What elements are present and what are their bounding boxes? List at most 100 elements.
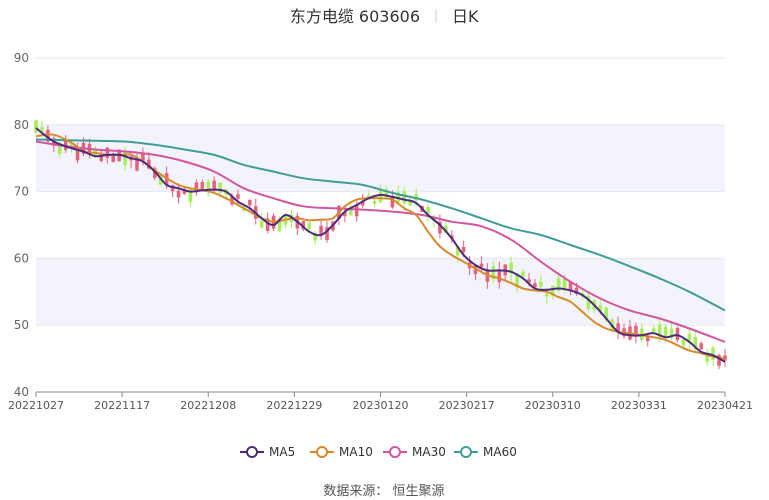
x-tick-label: 20230120 bbox=[353, 399, 409, 412]
candle-body bbox=[574, 287, 579, 295]
candle-body bbox=[426, 206, 430, 215]
candle-body bbox=[711, 347, 715, 360]
candle-body bbox=[141, 152, 145, 162]
candle-body bbox=[147, 159, 151, 169]
y-tick-label: 70 bbox=[14, 185, 29, 199]
candle-body bbox=[461, 246, 466, 253]
candle-body bbox=[259, 220, 264, 228]
candle-body bbox=[46, 129, 50, 142]
candle-body bbox=[479, 263, 484, 267]
legend-label: MA60 bbox=[483, 445, 517, 459]
candle-body bbox=[75, 149, 80, 161]
line-ma5 bbox=[35, 127, 726, 363]
candle-body bbox=[194, 182, 199, 193]
plot-band bbox=[36, 258, 725, 326]
legend-label: MA5 bbox=[269, 445, 295, 459]
candle-body bbox=[717, 355, 721, 366]
candle-body bbox=[230, 196, 234, 205]
candle-body bbox=[550, 286, 555, 297]
x-tick-label: 20221117 bbox=[94, 399, 150, 412]
gridlines bbox=[36, 57, 725, 393]
legend-item-ma60[interactable]: MA60 bbox=[454, 445, 517, 459]
candle-body bbox=[123, 152, 127, 166]
legend-label: MA30 bbox=[412, 445, 446, 459]
candle-body bbox=[539, 281, 543, 287]
x-tick-label: 20230331 bbox=[611, 399, 667, 412]
y-tick-label: 50 bbox=[14, 318, 29, 332]
y-tick-label: 90 bbox=[14, 51, 29, 65]
candle-body bbox=[307, 222, 311, 230]
x-tick-label: 20221229 bbox=[266, 399, 322, 412]
candle-body bbox=[699, 343, 704, 350]
candle-body bbox=[598, 305, 603, 312]
candle-body bbox=[153, 168, 157, 178]
legend-swatch-marker bbox=[246, 446, 258, 458]
candle-body bbox=[604, 307, 608, 321]
line-ma60 bbox=[35, 138, 726, 312]
candle-body bbox=[313, 233, 317, 241]
candle-body bbox=[485, 270, 490, 282]
candle-body bbox=[390, 195, 395, 208]
candle-body bbox=[182, 189, 187, 195]
ma-lines bbox=[35, 127, 726, 363]
x-tick-label: 20230217 bbox=[439, 399, 495, 412]
candle-body bbox=[693, 337, 698, 349]
x-tick-label: 20221208 bbox=[180, 399, 236, 412]
line-ma10 bbox=[35, 133, 726, 360]
candle-body bbox=[248, 200, 252, 206]
candle-body bbox=[170, 185, 175, 192]
candle-body bbox=[669, 328, 674, 339]
candle-body bbox=[444, 225, 448, 233]
legend-item-ma10[interactable]: MA10 bbox=[310, 445, 373, 459]
candle-body bbox=[663, 327, 668, 337]
legend: MA5 MA10 MA30 MA60 bbox=[240, 445, 517, 459]
candle-body bbox=[34, 120, 38, 133]
candle-body bbox=[473, 265, 478, 275]
legend-swatch-marker bbox=[460, 446, 472, 458]
candle-body bbox=[218, 182, 222, 193]
candle-body bbox=[527, 279, 531, 283]
legend-swatch-marker bbox=[389, 446, 401, 458]
candle-body bbox=[616, 323, 620, 332]
candle-body bbox=[200, 182, 205, 189]
candle-body bbox=[521, 271, 525, 277]
candle-body bbox=[491, 266, 496, 280]
candle-body bbox=[176, 190, 181, 198]
legend-label: MA10 bbox=[339, 445, 373, 459]
candle-body bbox=[99, 152, 104, 162]
chart-subtitle: 日K bbox=[452, 7, 479, 26]
candle-body bbox=[545, 293, 549, 297]
axes: 40 50 60 70 80 90 20221027 20221117 20221208 2022… bbox=[8, 51, 753, 412]
candle-body bbox=[360, 201, 365, 206]
candle-body bbox=[325, 227, 329, 240]
candle-body bbox=[634, 325, 638, 337]
legend-swatch-marker bbox=[316, 446, 328, 458]
candle-body bbox=[319, 225, 323, 235]
candle-body bbox=[188, 189, 193, 202]
candle-body bbox=[354, 205, 359, 217]
candle-body bbox=[687, 333, 692, 342]
chart-title: 东方电缆 603606 bbox=[290, 7, 420, 26]
candle-body bbox=[705, 352, 709, 362]
candle-body bbox=[384, 189, 389, 197]
legend-item-ma30[interactable]: MA30 bbox=[383, 445, 446, 459]
candle-body bbox=[646, 336, 650, 342]
candle-body bbox=[497, 269, 502, 283]
y-tick-label: 40 bbox=[14, 385, 29, 399]
legend-item-ma5[interactable]: MA5 bbox=[240, 445, 295, 459]
x-tick-label: 20221027 bbox=[8, 399, 64, 412]
candle-body bbox=[57, 142, 62, 154]
candle-body bbox=[675, 327, 680, 340]
candle-body bbox=[681, 339, 686, 346]
candle-body bbox=[556, 278, 561, 291]
candle-body bbox=[301, 221, 306, 230]
candle-body bbox=[402, 191, 407, 204]
candle-body bbox=[533, 283, 537, 288]
candle-body bbox=[378, 189, 383, 203]
candle-body bbox=[372, 200, 377, 204]
candle-body bbox=[277, 218, 282, 232]
candle-body bbox=[40, 127, 44, 132]
x-tick-label: 20230421 bbox=[697, 399, 753, 412]
candle-body bbox=[111, 155, 115, 162]
